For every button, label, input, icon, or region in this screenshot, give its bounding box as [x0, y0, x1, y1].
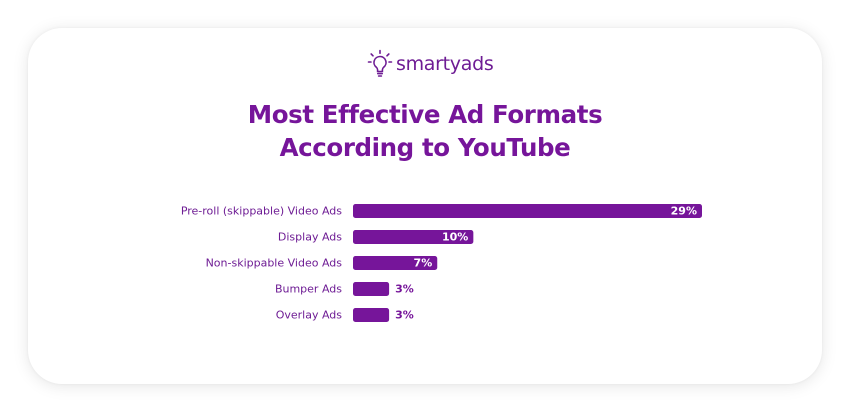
category-label: Bumper Ads: [275, 283, 342, 296]
brand-name: smartyads: [396, 53, 494, 75]
value-label: 10%: [442, 231, 468, 244]
bar: [353, 230, 474, 244]
bar: [353, 204, 702, 218]
bar: [353, 282, 390, 296]
value-label: 3%: [395, 309, 414, 322]
chart-title-line-2: According to YouTube: [279, 133, 571, 162]
category-label: Overlay Ads: [276, 309, 343, 322]
value-label: 7%: [414, 257, 433, 270]
value-label: 29%: [671, 205, 697, 218]
brand-logo: smartyads: [367, 48, 494, 80]
bar: [353, 308, 390, 322]
category-label: Display Ads: [278, 231, 342, 244]
chart-title: Most Effective Ad Formats According to Y…: [0, 98, 850, 164]
value-label: 3%: [395, 283, 414, 296]
category-label: Pre-roll (skippable) Video Ads: [181, 205, 342, 218]
lightbulb-icon: [367, 49, 393, 79]
category-label: Non-skippable Video Ads: [206, 257, 343, 270]
chart-title-line-1: Most Effective Ad Formats: [247, 100, 603, 129]
bar: [353, 256, 438, 270]
